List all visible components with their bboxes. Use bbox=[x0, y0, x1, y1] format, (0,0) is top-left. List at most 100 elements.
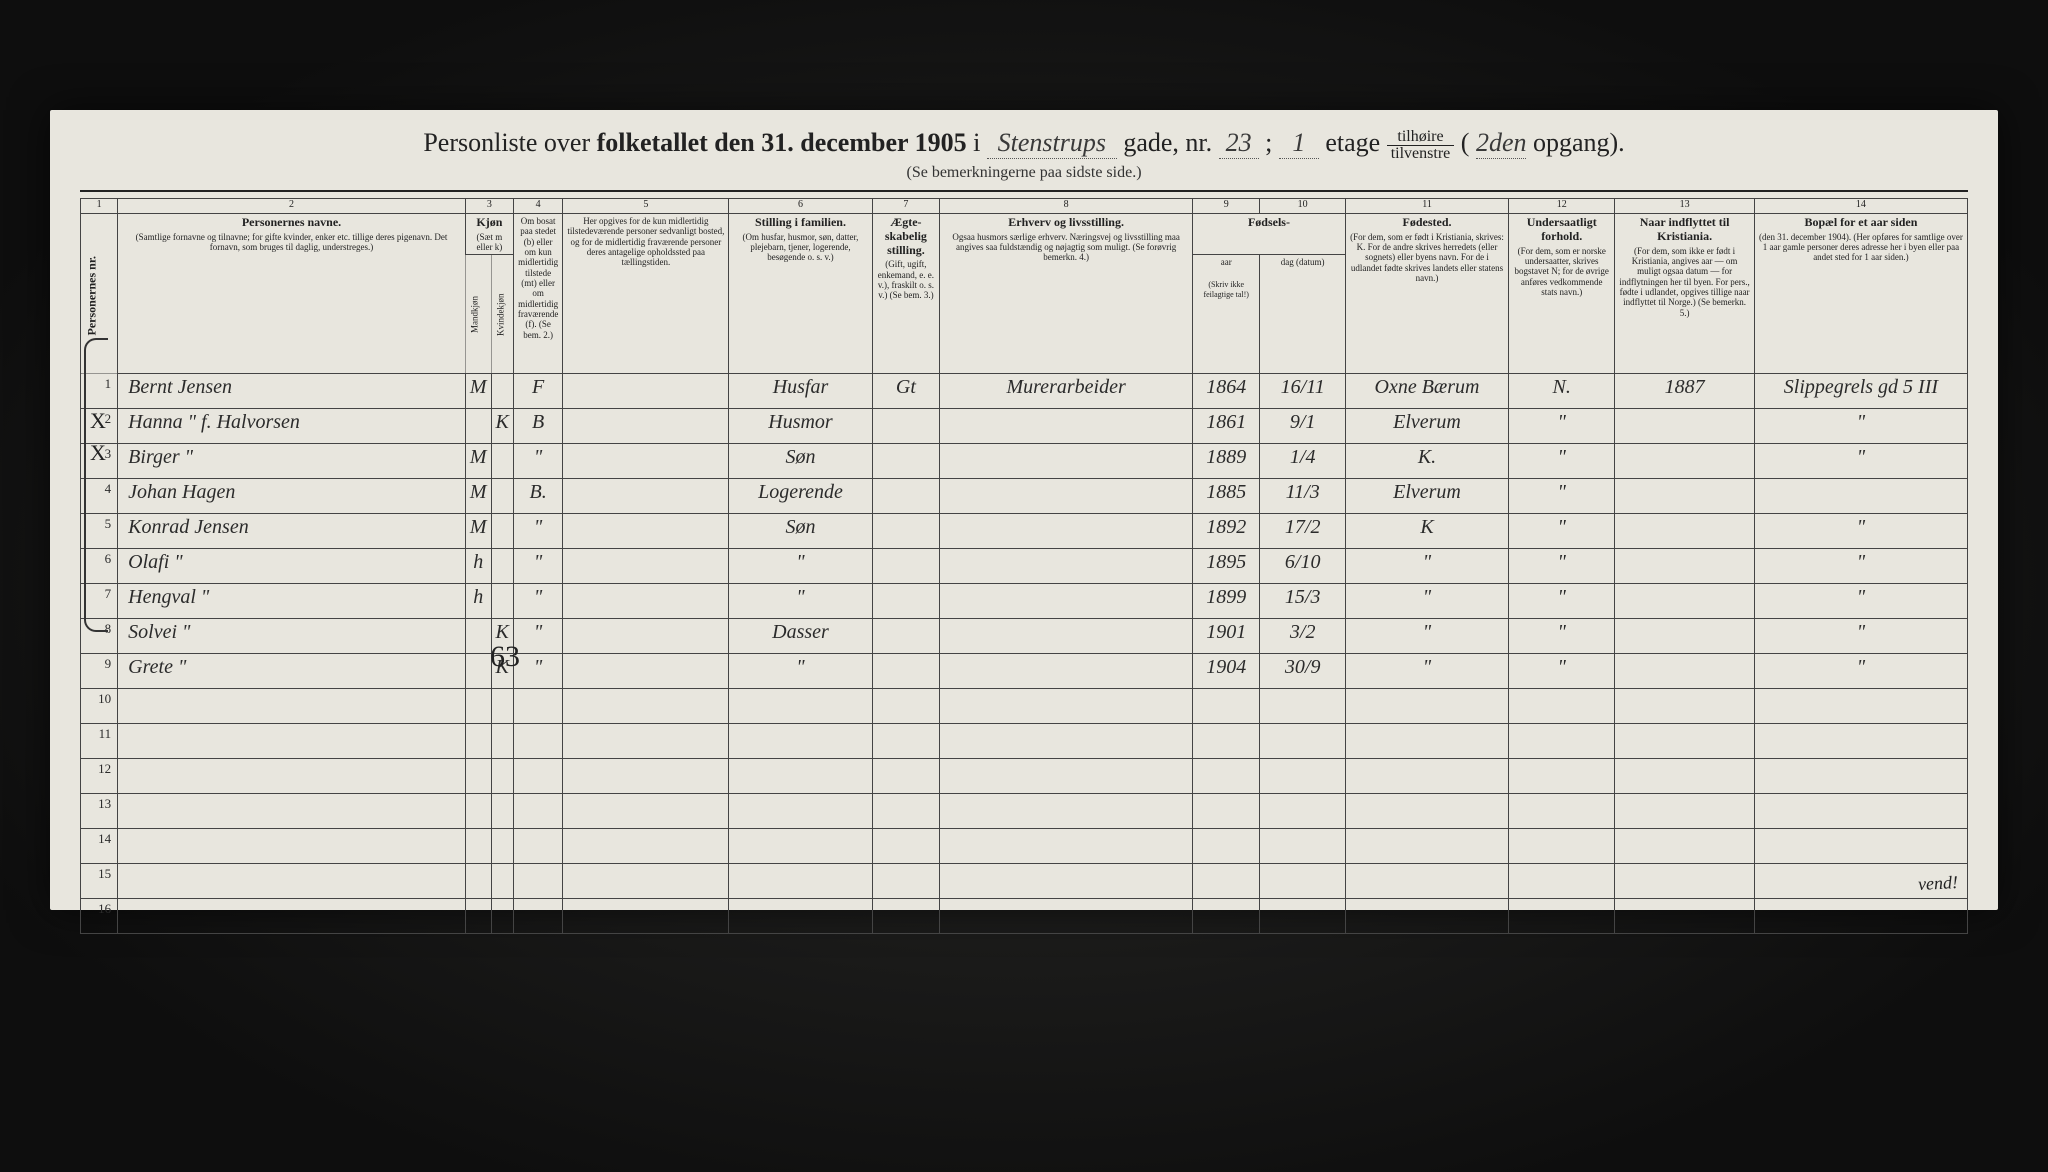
cell-bopael bbox=[1754, 759, 1967, 794]
cell-indfl bbox=[1615, 549, 1755, 584]
cell-aegt bbox=[872, 514, 940, 549]
coln-11: 11 bbox=[1345, 199, 1508, 214]
cell-aar bbox=[1192, 899, 1259, 934]
coln-4: 4 bbox=[513, 199, 562, 214]
cell-indfl bbox=[1615, 444, 1755, 479]
cell-c5 bbox=[563, 759, 729, 794]
cell-bopael bbox=[1754, 724, 1967, 759]
cell-rownum: 16 bbox=[81, 899, 118, 934]
cell-c5 bbox=[563, 654, 729, 689]
title-mid: i bbox=[973, 128, 987, 157]
cell-b: B. bbox=[513, 479, 562, 514]
table-row: 11 bbox=[81, 724, 1968, 759]
table-row: 13 bbox=[81, 794, 1968, 829]
hdr-3: Kjøn(Sæt m eller k) bbox=[465, 214, 513, 255]
cell-erhv bbox=[940, 654, 1193, 689]
cell-name: Hanna " f. Halvorsen bbox=[118, 409, 466, 444]
cell-b bbox=[513, 899, 562, 934]
cell-b: " bbox=[513, 514, 562, 549]
hdr-13: Naar indflyttet til Kristiania.(For dem,… bbox=[1615, 214, 1755, 374]
cell-und: " bbox=[1509, 479, 1615, 514]
coln-3: 3 bbox=[465, 199, 513, 214]
cell-c5 bbox=[563, 689, 729, 724]
cell-indfl bbox=[1615, 654, 1755, 689]
cell-bopael: Slippegrels gd 5 III bbox=[1754, 374, 1967, 409]
cell-fsted: K. bbox=[1345, 444, 1508, 479]
cell-fam: Husfar bbox=[729, 374, 872, 409]
cell-name bbox=[118, 759, 466, 794]
cell-name: Hengval " bbox=[118, 584, 466, 619]
table-row: 8Solvei "K"Dasser19013/2""" bbox=[81, 619, 1968, 654]
cell-b: " bbox=[513, 619, 562, 654]
cell-b: " bbox=[513, 444, 562, 479]
cell-b: B bbox=[513, 409, 562, 444]
table-row: 15 bbox=[81, 864, 1968, 899]
cell-fam: Søn bbox=[729, 514, 872, 549]
cell-name bbox=[118, 794, 466, 829]
cell-dag bbox=[1260, 794, 1346, 829]
census-table: 1 2 3 4 5 6 7 8 9 10 11 12 13 14 Persone… bbox=[80, 198, 1968, 934]
cell-name: Solvei " bbox=[118, 619, 466, 654]
cell-c5 bbox=[563, 619, 729, 654]
table-row: 10 bbox=[81, 689, 1968, 724]
cell-c5 bbox=[563, 479, 729, 514]
cell-km bbox=[465, 619, 491, 654]
cell-fsted bbox=[1345, 899, 1508, 934]
cell-indfl bbox=[1615, 619, 1755, 654]
cell-b: F bbox=[513, 374, 562, 409]
cell-fam: Søn bbox=[729, 444, 872, 479]
cell-c5 bbox=[563, 864, 729, 899]
cell-fsted: Elverum bbox=[1345, 409, 1508, 444]
coln-13: 13 bbox=[1615, 199, 1755, 214]
cell-km bbox=[465, 864, 491, 899]
cell-und bbox=[1509, 724, 1615, 759]
table-row: 1Bernt JensenMFHusfarGtMurerarbeider1864… bbox=[81, 374, 1968, 409]
cell-aar: 1895 bbox=[1192, 549, 1259, 584]
cell-kk bbox=[491, 444, 513, 479]
cell-aegt bbox=[872, 479, 940, 514]
etage-nr-fill: 1 bbox=[1279, 128, 1319, 159]
cell-indfl bbox=[1615, 794, 1755, 829]
cell-aegt bbox=[872, 899, 940, 934]
cell-aegt bbox=[872, 619, 940, 654]
hdr-8: Erhverv og livsstilling.Ogsaa husmors sæ… bbox=[940, 214, 1193, 374]
cell-fsted bbox=[1345, 794, 1508, 829]
hdr-6: Stilling i familien.(Om husfar, husmor, … bbox=[729, 214, 872, 374]
opgang-nr-fill: 2den bbox=[1476, 128, 1527, 159]
cell-km bbox=[465, 759, 491, 794]
cell-dag: 1/4 bbox=[1260, 444, 1346, 479]
hdr-10: dag (datum) bbox=[1260, 255, 1346, 374]
hdr-3a: Mandkjøn bbox=[465, 255, 491, 374]
form-title-line: Personliste over folketallet den 31. dec… bbox=[50, 128, 1998, 162]
cell-aar: 1864 bbox=[1192, 374, 1259, 409]
cell-c5 bbox=[563, 514, 729, 549]
cell-aar bbox=[1192, 724, 1259, 759]
cell-erhv bbox=[940, 864, 1193, 899]
cell-indfl bbox=[1615, 899, 1755, 934]
family-bracket bbox=[84, 338, 108, 632]
cell-km: M bbox=[465, 479, 491, 514]
column-numbers-row: 1 2 3 4 5 6 7 8 9 10 11 12 13 14 bbox=[81, 199, 1968, 214]
cell-erhv bbox=[940, 724, 1193, 759]
cell-aegt bbox=[872, 409, 940, 444]
hdr-12: Undersaatligt forhold.(For dem, som er n… bbox=[1509, 214, 1615, 374]
cell-b: " bbox=[513, 584, 562, 619]
cell-aegt bbox=[872, 654, 940, 689]
cell-c5 bbox=[563, 409, 729, 444]
table-header: 1 2 3 4 5 6 7 8 9 10 11 12 13 14 Persone… bbox=[81, 199, 1968, 374]
cell-kk bbox=[491, 759, 513, 794]
cell-erhv bbox=[940, 619, 1193, 654]
cell-b bbox=[513, 829, 562, 864]
cell-fsted bbox=[1345, 864, 1508, 899]
cell-bopael bbox=[1754, 794, 1967, 829]
table-row: 2Hanna " f. HalvorsenKBHusmor18619/1Elve… bbox=[81, 409, 1968, 444]
cell-und bbox=[1509, 864, 1615, 899]
cell-dag: 15/3 bbox=[1260, 584, 1346, 619]
cell-und bbox=[1509, 899, 1615, 934]
cell-aar: 1904 bbox=[1192, 654, 1259, 689]
cell-km bbox=[465, 899, 491, 934]
cell-dag bbox=[1260, 899, 1346, 934]
cell-erhv bbox=[940, 794, 1193, 829]
x-mark-row4: X bbox=[90, 440, 106, 466]
gade-label: gade, nr. bbox=[1123, 128, 1218, 157]
